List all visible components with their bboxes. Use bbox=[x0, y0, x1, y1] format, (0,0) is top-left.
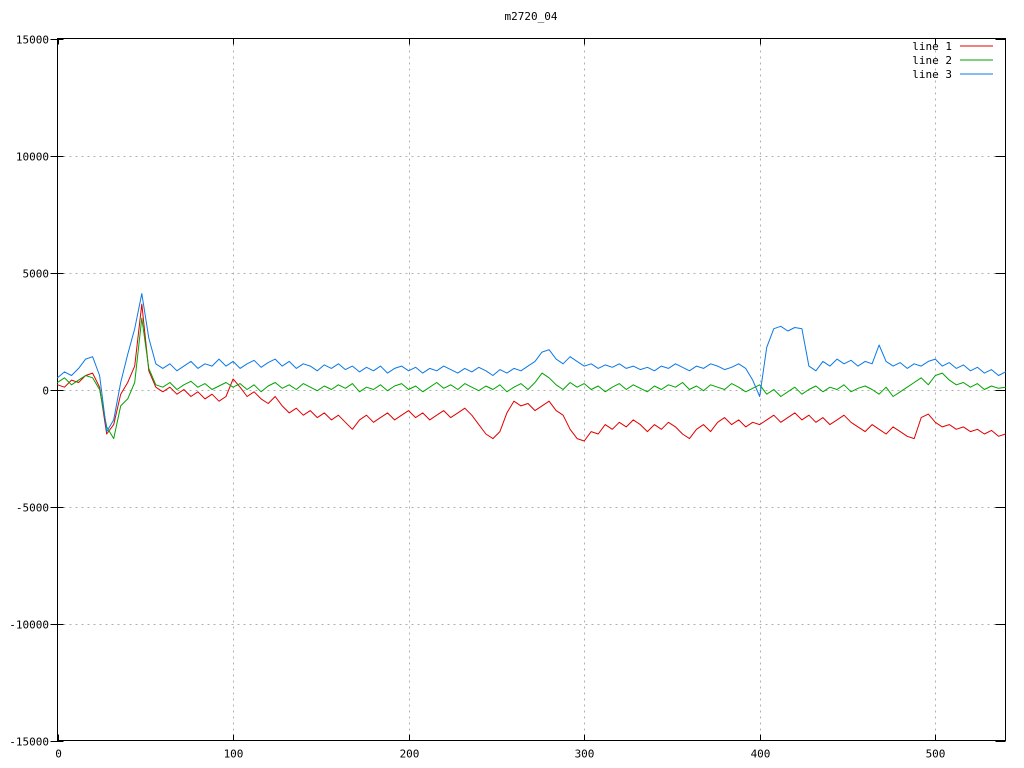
x-tick-label: 0 bbox=[55, 748, 62, 761]
series-2-line bbox=[57, 317, 1006, 440]
legend-item: line 1 bbox=[912, 40, 993, 53]
legend-label: line 1 bbox=[912, 40, 952, 53]
grid-layer bbox=[57, 38, 1006, 741]
y-tick-label: 10000 bbox=[16, 151, 49, 164]
x-tick-label: 400 bbox=[751, 748, 771, 761]
tick-layer bbox=[50, 38, 1006, 742]
legend: line 1 line 2 line 3 bbox=[912, 40, 993, 81]
x-tick-label: 200 bbox=[400, 748, 420, 761]
series-3-line bbox=[57, 293, 1006, 433]
y-tick-label: 5000 bbox=[23, 268, 50, 281]
x-tick-label: 300 bbox=[575, 748, 595, 761]
plot-border bbox=[57, 38, 1006, 741]
x-tick-label: 500 bbox=[926, 748, 946, 761]
legend-label: line 3 bbox=[912, 68, 952, 81]
legend-item: line 3 bbox=[912, 68, 993, 81]
axis-label-layer: -15000 -10000 -5000 0 5000 10000 15000 0 100 200 3… bbox=[9, 34, 945, 761]
chart-title: m2720_04 bbox=[505, 10, 558, 23]
legend-item: line 2 bbox=[912, 54, 993, 67]
y-tick-label: 0 bbox=[42, 385, 49, 398]
y-tick-label: 15000 bbox=[16, 34, 49, 47]
series-1-line bbox=[57, 303, 1006, 442]
y-tick-label: -5000 bbox=[16, 502, 49, 515]
series-layer bbox=[57, 293, 1006, 442]
y-tick-label: -10000 bbox=[9, 619, 49, 632]
x-tick-label: 100 bbox=[224, 748, 244, 761]
legend-label: line 2 bbox=[912, 54, 952, 67]
y-tick-label: -15000 bbox=[9, 736, 49, 749]
